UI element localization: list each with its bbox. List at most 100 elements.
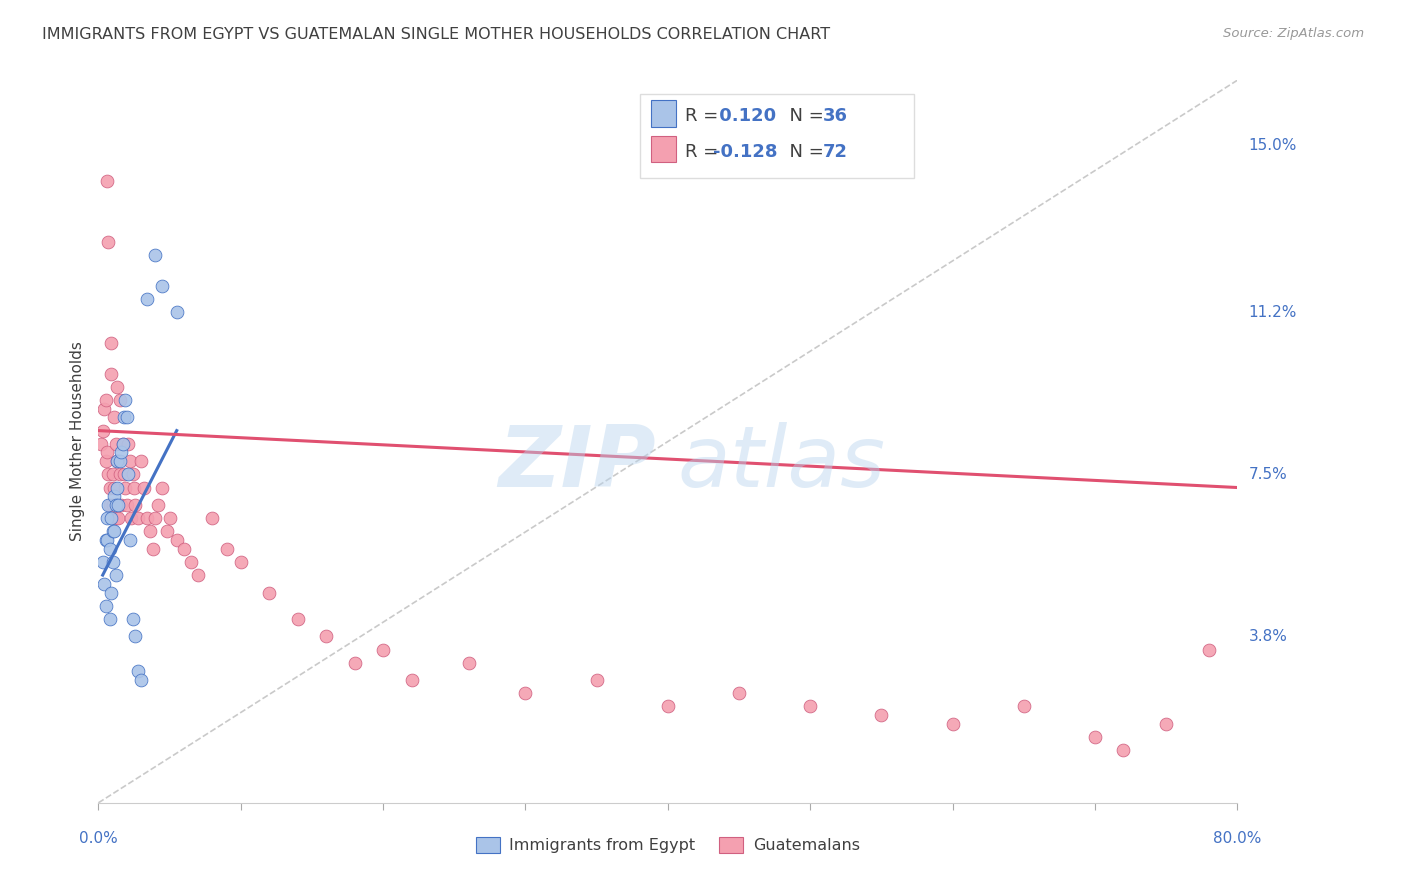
Point — [942, 717, 965, 731]
Point — [135, 511, 157, 525]
Point — [104, 436, 127, 450]
Point — [315, 629, 337, 643]
Point — [90, 436, 112, 450]
Point — [94, 533, 117, 547]
Legend: Immigrants from Egypt, Guatemalans: Immigrants from Egypt, Guatemalans — [470, 830, 866, 860]
Point — [132, 481, 155, 495]
Point — [152, 481, 174, 495]
Text: N =: N = — [778, 107, 830, 125]
Point — [94, 392, 117, 407]
Point — [103, 489, 125, 503]
Text: 36: 36 — [823, 107, 848, 125]
Point — [94, 454, 117, 468]
Point — [124, 498, 146, 512]
Point — [166, 533, 188, 547]
Point — [180, 555, 202, 569]
Point — [1112, 743, 1135, 757]
Point — [105, 454, 128, 468]
Point — [728, 686, 751, 700]
Point — [201, 511, 224, 525]
Text: R =: R = — [685, 107, 724, 125]
Y-axis label: Single Mother Households: Single Mother Households — [69, 342, 84, 541]
Point — [343, 656, 366, 670]
Point — [141, 541, 163, 556]
Point — [120, 511, 142, 525]
Point — [104, 568, 127, 582]
Point — [101, 498, 124, 512]
Point — [91, 424, 114, 438]
Point — [515, 686, 537, 700]
Point — [108, 392, 131, 407]
Point — [100, 511, 122, 525]
Point — [1154, 717, 1177, 731]
Point — [287, 612, 309, 626]
Point — [112, 467, 135, 482]
Point — [104, 498, 127, 512]
Point — [93, 577, 115, 591]
Point — [127, 665, 149, 679]
Point — [100, 367, 122, 381]
Text: 0.120: 0.120 — [713, 107, 776, 125]
Text: atlas: atlas — [678, 422, 886, 505]
Point — [1012, 699, 1035, 714]
Point — [129, 454, 152, 468]
Point — [96, 511, 118, 525]
Point — [870, 708, 893, 723]
Text: N =: N = — [778, 143, 830, 161]
Point — [96, 174, 118, 188]
Point — [103, 481, 125, 495]
Point — [91, 555, 114, 569]
Point — [108, 454, 131, 468]
Point — [112, 410, 135, 425]
Point — [152, 279, 174, 293]
Point — [585, 673, 607, 688]
Point — [259, 585, 281, 599]
Point — [93, 401, 115, 416]
Point — [114, 392, 136, 407]
Point — [98, 498, 121, 512]
Point — [457, 656, 479, 670]
Text: 7.5%: 7.5% — [1249, 467, 1286, 482]
Point — [103, 524, 125, 539]
Text: Source: ZipAtlas.com: Source: ZipAtlas.com — [1223, 27, 1364, 40]
Text: ZIP: ZIP — [498, 422, 655, 505]
Point — [100, 585, 122, 599]
Point — [173, 541, 195, 556]
Text: R =: R = — [685, 143, 724, 161]
Point — [101, 467, 124, 482]
Point — [129, 673, 152, 688]
Point — [187, 568, 209, 582]
Point — [121, 467, 143, 482]
Text: -0.128: -0.128 — [713, 143, 778, 161]
Text: 3.8%: 3.8% — [1249, 629, 1288, 644]
Point — [101, 555, 124, 569]
Point — [121, 612, 143, 626]
Point — [145, 511, 167, 525]
Point — [101, 524, 124, 539]
Text: 15.0%: 15.0% — [1249, 138, 1296, 153]
Point — [100, 336, 122, 351]
Point — [215, 541, 238, 556]
Text: IMMIGRANTS FROM EGYPT VS GUATEMALAN SINGLE MOTHER HOUSEHOLDS CORRELATION CHART: IMMIGRANTS FROM EGYPT VS GUATEMALAN SING… — [42, 27, 831, 42]
Text: 80.0%: 80.0% — [1213, 830, 1261, 846]
Point — [138, 524, 160, 539]
Point — [229, 555, 252, 569]
Point — [118, 533, 141, 547]
Point — [117, 467, 139, 482]
Point — [110, 498, 132, 512]
Point — [156, 524, 179, 539]
Point — [98, 481, 121, 495]
Point — [107, 511, 129, 525]
Text: 11.2%: 11.2% — [1249, 305, 1296, 320]
Point — [401, 673, 423, 688]
Point — [657, 699, 679, 714]
Point — [108, 467, 131, 482]
Point — [122, 481, 145, 495]
Point — [103, 410, 125, 425]
Point — [145, 248, 167, 262]
Point — [98, 541, 121, 556]
Point — [117, 436, 139, 450]
Point — [127, 511, 149, 525]
Point — [148, 498, 170, 512]
Point — [107, 498, 129, 512]
